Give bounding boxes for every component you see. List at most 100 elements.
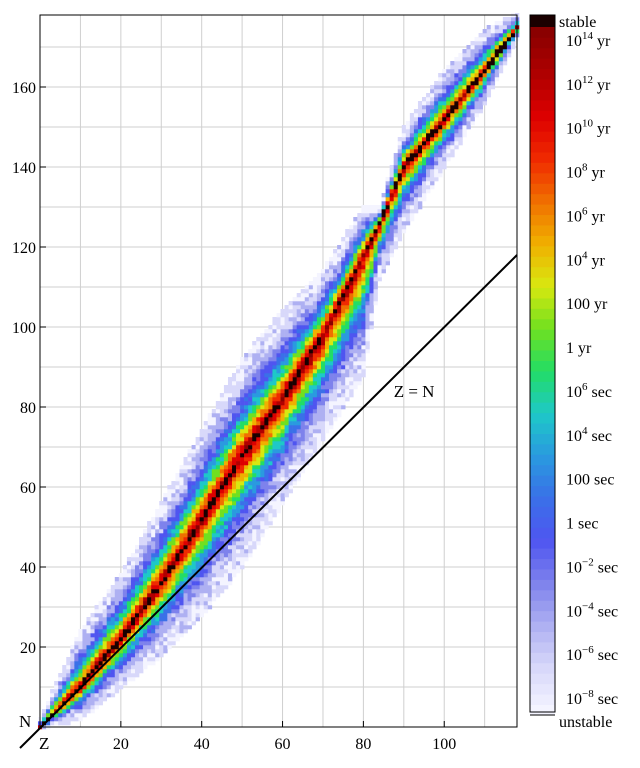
nuclide-cell [333, 329, 338, 334]
nuclide-cell [223, 577, 229, 582]
nuclide-cell [361, 213, 366, 218]
nuclide-cell [381, 257, 386, 262]
nuclide-cell [98, 673, 103, 678]
nuclide-cell [337, 353, 342, 358]
nuclide-cell [337, 321, 342, 326]
nuclide-cell [155, 517, 160, 522]
nuclide-cell [442, 121, 447, 126]
nuclide-cell [236, 493, 241, 498]
nuclide-cell [98, 625, 103, 630]
nuclide-cell [454, 105, 459, 110]
nuclide-cell [304, 389, 310, 394]
nuclide-cell [90, 621, 95, 626]
nuclide-cell [167, 633, 172, 638]
nuclide-cell [276, 469, 281, 474]
nuclide-cell [236, 369, 241, 374]
nuclide-cell [264, 337, 269, 342]
nuclide-cell [345, 261, 350, 266]
nuclide-cell [159, 573, 164, 578]
nuclide-cell [175, 605, 180, 610]
nuclide-cell [365, 205, 370, 210]
nuclide-cell [66, 661, 71, 666]
nuclide-cell [232, 393, 237, 398]
nuclide-cell [280, 349, 285, 354]
nuclide-cell [126, 661, 132, 666]
nuclide-cell [159, 545, 164, 550]
nuclide-cell [329, 321, 334, 326]
nuclide-cell [118, 609, 124, 614]
nuclide-cell [191, 569, 196, 574]
nuclide-cell [187, 509, 192, 514]
nuclide-cell [159, 625, 164, 630]
colorbar-segment [530, 308, 555, 320]
nuclide-cell [151, 621, 156, 626]
nuclide-cell [195, 549, 200, 554]
nuclide-cell [333, 297, 338, 302]
nuclide-cell [280, 341, 285, 346]
nuclide-cell [417, 125, 423, 130]
nuclide-cell [175, 581, 180, 586]
nuclide-cell [118, 577, 124, 582]
nuclide-cell [506, 37, 512, 42]
nuclide-cell [413, 165, 419, 170]
nuclide-cell [227, 457, 233, 462]
nuclide-cell [361, 205, 366, 210]
nuclide-cell [256, 521, 261, 526]
nuclide-cell [240, 465, 245, 470]
nuclide-cell [155, 545, 160, 550]
nuclide-cell [219, 509, 225, 514]
nuclide-cell [345, 285, 350, 290]
nuclide-cell [494, 53, 500, 58]
nuclide-cell [236, 421, 241, 426]
nuclide-cell [203, 437, 209, 442]
nuclide-cell [365, 269, 370, 274]
nuclide-cell [341, 261, 346, 266]
nuclide-cell [203, 465, 209, 470]
nuclide-cell [175, 617, 180, 622]
nuclide-cell [312, 393, 318, 398]
nuclide-cell [195, 573, 200, 578]
nuclide-cell [236, 373, 241, 378]
nuclide-cell [357, 305, 362, 310]
nuclide-cell [438, 105, 443, 110]
nuclide-cell [413, 129, 419, 134]
colorbar-segment [530, 37, 555, 49]
nuclide-cell [300, 289, 306, 294]
nuclide-cell [329, 289, 334, 294]
nuclide-cell [155, 577, 160, 582]
nuclide-cell [426, 185, 431, 190]
nuclide-cell [292, 325, 297, 330]
colorbar-segment [530, 621, 555, 633]
nuclide-cell [232, 529, 237, 534]
nuclide-cell [106, 681, 112, 686]
nuclide-cell [316, 405, 322, 410]
nuclide-cell [260, 509, 265, 514]
nuclide-cell [405, 197, 411, 202]
nuclide-cell [474, 81, 479, 86]
nuclide-cell [438, 137, 443, 142]
nuclide-cell [256, 533, 261, 538]
nuclide-cell [308, 413, 314, 418]
nuclide-cell [50, 701, 55, 706]
nuclide-cell [272, 385, 277, 390]
nuclide-cell [288, 401, 293, 406]
nuclide-cell [304, 329, 310, 334]
nuclide-cell [490, 41, 496, 46]
nuclide-cell [308, 421, 314, 426]
nuclide-cell [381, 217, 386, 222]
nuclide-cell [159, 501, 164, 506]
nuclide-cell [219, 533, 225, 538]
nuclide-cell [361, 229, 366, 234]
nuclide-cell [179, 485, 184, 490]
nuclide-cell [466, 53, 471, 58]
nuclide-cell [139, 653, 144, 658]
nuclide-cell [422, 105, 427, 110]
nuclide-cell [422, 165, 427, 170]
nuclide-cell [199, 589, 205, 594]
nuclide-cell [191, 549, 196, 554]
nuclide-cell [292, 305, 297, 310]
nuclide-cell [304, 381, 310, 386]
nuclide-cell [106, 693, 112, 698]
nuclide-cell [211, 521, 217, 526]
nuclide-cell [349, 321, 354, 326]
